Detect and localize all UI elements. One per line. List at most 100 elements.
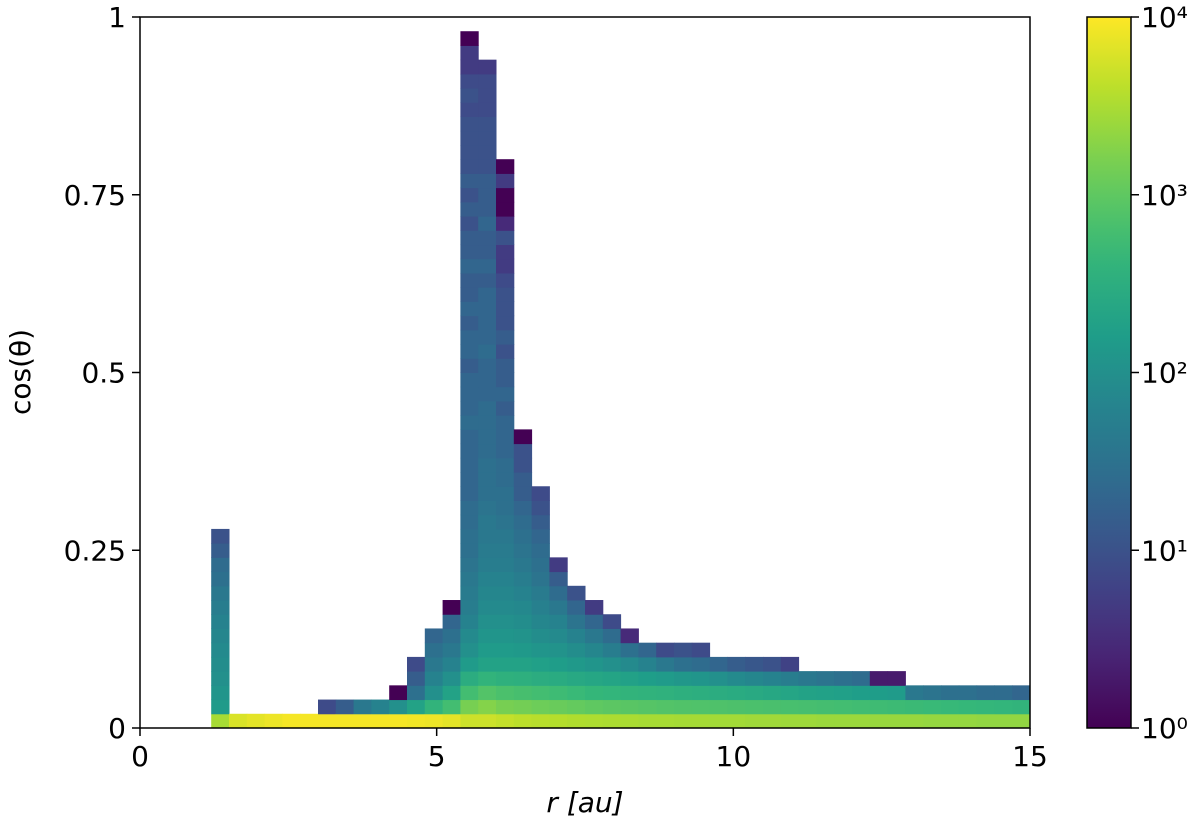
- cell: [763, 671, 782, 686]
- cell: [442, 600, 461, 615]
- cell: [460, 130, 479, 146]
- cell: [656, 685, 675, 701]
- cell: [460, 88, 479, 103]
- cell: [460, 372, 479, 388]
- cell: [211, 628, 230, 644]
- cell: [478, 713, 497, 729]
- cell: [638, 656, 657, 672]
- cell: [211, 685, 230, 701]
- cell: [549, 656, 568, 672]
- cell: [727, 671, 746, 686]
- cell: [460, 45, 479, 61]
- cell: [460, 642, 479, 658]
- cell: [834, 713, 853, 729]
- cell: [335, 699, 355, 715]
- cell: [531, 528, 550, 544]
- cell: [300, 713, 319, 729]
- cell: [674, 713, 693, 729]
- cell: [496, 230, 515, 246]
- cell: [460, 557, 479, 573]
- cell: [460, 671, 479, 686]
- colorbar: [1086, 16, 1132, 729]
- cell: [460, 315, 479, 331]
- cell: [496, 514, 515, 530]
- cell: [834, 699, 853, 715]
- cell: [424, 713, 444, 729]
- cell: [424, 642, 444, 658]
- cell: [478, 344, 497, 359]
- cell: [496, 600, 515, 615]
- cell: [763, 685, 782, 701]
- cell: [496, 329, 515, 345]
- cell: [478, 557, 497, 573]
- cell: [460, 173, 479, 189]
- cell: [496, 528, 515, 544]
- cell: [496, 429, 515, 445]
- cell: [371, 713, 390, 729]
- cell: [407, 699, 426, 715]
- cell: [460, 287, 479, 302]
- cell: [478, 500, 497, 516]
- cell: [887, 713, 906, 729]
- cell: [460, 244, 479, 260]
- cell: [976, 685, 995, 701]
- cell: [496, 201, 515, 217]
- cell: [638, 713, 657, 729]
- cell: [887, 685, 906, 701]
- cell: [407, 656, 426, 672]
- cell: [620, 685, 639, 701]
- cell: [460, 216, 479, 231]
- cell: [531, 656, 550, 672]
- cell: [869, 685, 889, 701]
- cell: [496, 699, 515, 715]
- cell: [478, 230, 497, 246]
- colorbar-tick-label: 10²: [1141, 357, 1188, 390]
- cell: [941, 699, 960, 715]
- cell: [478, 400, 497, 416]
- cell: [460, 713, 479, 729]
- cell: [460, 514, 479, 530]
- cell: [549, 699, 568, 715]
- cell: [638, 685, 657, 701]
- cell: [442, 642, 461, 658]
- cell: [460, 600, 479, 615]
- cell: [496, 272, 515, 288]
- cell: [478, 429, 497, 445]
- cell: [620, 713, 639, 729]
- cell: [211, 543, 230, 558]
- cell: [727, 699, 746, 715]
- cell: [478, 685, 497, 701]
- cell: [442, 656, 461, 672]
- cell: [211, 713, 230, 729]
- cell: [513, 443, 533, 459]
- cell: [460, 443, 479, 459]
- cell: [602, 614, 622, 629]
- cell: [513, 671, 533, 686]
- cell: [745, 656, 764, 672]
- cell: [424, 628, 444, 644]
- cell: [496, 472, 515, 487]
- cell: [923, 713, 942, 729]
- cell: [994, 699, 1013, 715]
- cell: [549, 642, 568, 658]
- cell: [531, 713, 550, 729]
- cell: [567, 671, 586, 686]
- cell: [496, 415, 515, 430]
- cell: [531, 699, 550, 715]
- cell: [460, 329, 479, 345]
- cell: [709, 685, 728, 701]
- cell: [496, 258, 515, 274]
- cell: [567, 685, 586, 701]
- cell: [567, 713, 586, 729]
- cell: [620, 699, 639, 715]
- cell: [674, 642, 693, 658]
- cell: [585, 642, 604, 658]
- cell: [549, 671, 568, 686]
- cell: [513, 600, 533, 615]
- cell: [460, 472, 479, 487]
- cell: [496, 628, 515, 644]
- cell: [496, 400, 515, 416]
- cell: [958, 685, 978, 701]
- colorbar-tick-label: 10¹: [1141, 534, 1188, 567]
- cell: [478, 287, 497, 302]
